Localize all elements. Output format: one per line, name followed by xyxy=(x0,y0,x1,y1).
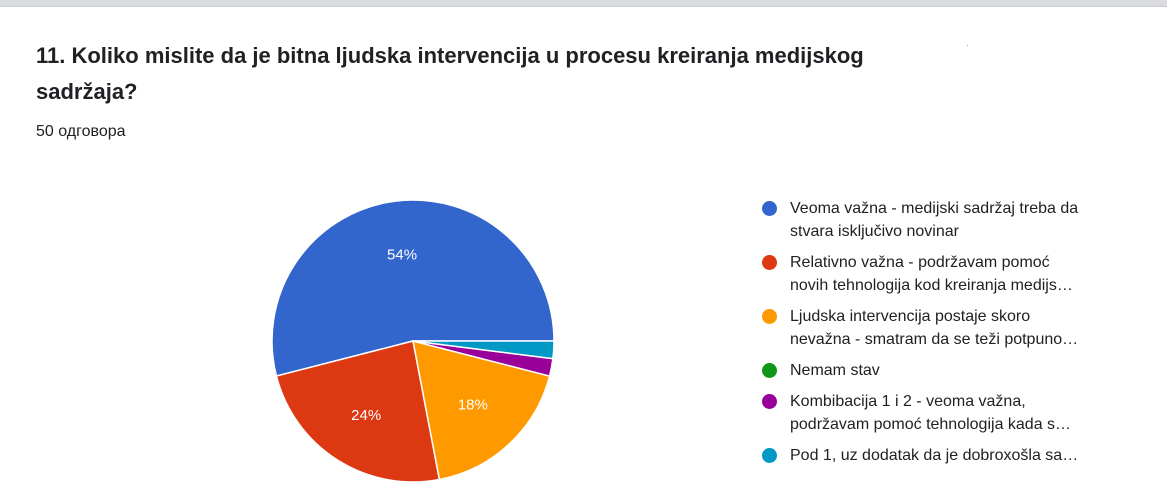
legend-item-4[interactable]: Kombibacija 1 i 2 - veoma važna, podržav… xyxy=(762,390,1142,436)
legend-item-0[interactable]: Veoma važna - medijski sadržaj treba da … xyxy=(762,197,1142,243)
legend-item-5[interactable]: Pod 1, uz dodatak da je dobroxošla sa… xyxy=(762,444,1142,467)
legend-color-dot xyxy=(762,394,777,409)
pie-slice-0 xyxy=(271,199,555,377)
legend-color-dot xyxy=(762,363,777,378)
legend-item-1[interactable]: Relativno važna - podržavam pomoć novih … xyxy=(762,251,1142,297)
pie-slice-5 xyxy=(412,340,555,360)
response-count: 50 одговора xyxy=(36,123,126,140)
pie-slice-1 xyxy=(275,340,441,483)
slice-label-2: 18% xyxy=(458,397,488,414)
legend-label: Relativno važna - podržavam pomoć novih … xyxy=(790,254,1073,294)
legend-label: Kombibacija 1 i 2 - veoma važna, podržav… xyxy=(790,393,1072,433)
legend-color-dot xyxy=(762,201,777,216)
legend-color-dot xyxy=(762,255,777,270)
top-border xyxy=(0,0,1167,7)
legend-label: Veoma važna - medijski sadržaj treba da … xyxy=(790,200,1079,240)
legend-color-dot xyxy=(762,309,777,324)
corner-mark: · xyxy=(966,40,970,51)
legend-label: Nemam stav xyxy=(790,362,880,379)
chart-legend: Veoma važna - medijski sadržaj treba da … xyxy=(762,197,1142,475)
legend-label: Pod 1, uz dodatak da je dobroxošla sa… xyxy=(790,447,1079,464)
legend-item-2[interactable]: Ljudska intervencija postaje skoro nevaž… xyxy=(762,305,1142,351)
question-title: 11. Koliko mislite da je bitna ljudska i… xyxy=(36,43,864,104)
pie-slice-2 xyxy=(412,339,551,481)
slice-label-1: 24% xyxy=(351,407,381,424)
slice-label-0: 54% xyxy=(387,246,417,263)
legend-color-dot xyxy=(762,448,777,463)
legend-item-3[interactable]: Nemam stav xyxy=(762,359,1142,382)
pie-chart: 54% 24% 18% xyxy=(271,199,555,483)
legend-label: Ljudska intervencija postaje skoro nevaž… xyxy=(790,308,1079,348)
